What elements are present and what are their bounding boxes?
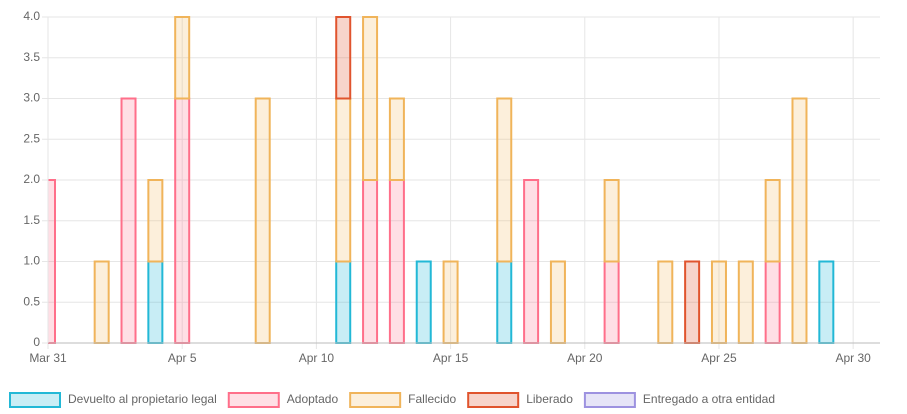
y-tick-label: 2.0 — [23, 172, 40, 186]
y-tick-label: 0.5 — [23, 294, 40, 308]
y-tick-label: 0 — [33, 335, 40, 349]
bar-segment — [48, 179, 56, 344]
y-tick-label: 1.0 — [23, 254, 40, 268]
legend-swatch — [9, 392, 61, 408]
bar-segment — [496, 260, 513, 344]
x-tick-label: Apr 20 — [567, 351, 603, 365]
legend-label: Adoptado — [287, 392, 339, 406]
bar-segment — [549, 260, 566, 344]
bar-segment — [93, 260, 110, 344]
bar-segment — [335, 16, 352, 100]
y-tick-label: 3.0 — [23, 91, 40, 105]
y-tick-label: 2.5 — [23, 131, 40, 145]
bar-segment — [335, 260, 352, 344]
legend-label: Liberado — [526, 392, 573, 406]
y-tick-label: 3.5 — [23, 50, 40, 64]
bar-segment — [603, 260, 620, 344]
bar-segment — [147, 179, 164, 263]
x-tick-label: Apr 15 — [433, 351, 469, 365]
legend-swatch — [583, 392, 636, 408]
bar-segment — [791, 97, 808, 344]
bar-segment — [415, 260, 432, 344]
bar-segment — [174, 16, 191, 100]
bar-segment — [147, 260, 164, 344]
bar-segment — [657, 260, 674, 344]
bar-segment — [523, 179, 540, 344]
y-tick-label: 1.5 — [23, 213, 40, 227]
bar-segment — [442, 260, 459, 344]
bar-segment — [335, 97, 352, 263]
x-tick-label: Apr 5 — [168, 351, 197, 365]
axes: 0 0.5 1.0 1.5 2.0 2.5 3.0 3.5 4.0 Mar 31 Apr 5 Apr … — [23, 9, 880, 365]
legend-swatch — [227, 392, 280, 408]
bar-segment — [362, 16, 379, 181]
bar-segment — [737, 260, 754, 344]
bar-segment — [710, 260, 727, 344]
legend-label: Entregado a otra entidad — [643, 392, 775, 406]
bar-segment — [174, 97, 191, 344]
bars — [48, 16, 835, 344]
x-tick-label: Apr 25 — [701, 351, 737, 365]
bar-segment — [388, 179, 405, 344]
legend-label: Fallecido — [408, 392, 456, 406]
bar-segment — [254, 97, 271, 344]
legend: Devuelto al propietario legal Adoptado Fal… — [9, 392, 775, 408]
bar-segment — [684, 260, 701, 344]
legend-label: Devuelto al propietario legal — [68, 392, 217, 406]
bar-segment — [388, 97, 405, 181]
x-tick-label: Mar 31 — [29, 351, 67, 365]
legend-swatch — [467, 392, 520, 408]
bar-segment — [603, 179, 620, 263]
bar-segment — [496, 97, 513, 263]
x-tick-label: Apr 10 — [299, 351, 335, 365]
grid — [42, 16, 880, 349]
bar-segment — [764, 260, 781, 344]
bar-segment — [764, 179, 781, 263]
y-tick-label: 4.0 — [23, 9, 40, 23]
x-tick-label: Apr 30 — [835, 351, 871, 365]
bar-segment — [818, 260, 835, 344]
bar-segment — [362, 179, 379, 344]
bar-segment — [120, 97, 137, 344]
legend-swatch — [349, 392, 402, 408]
